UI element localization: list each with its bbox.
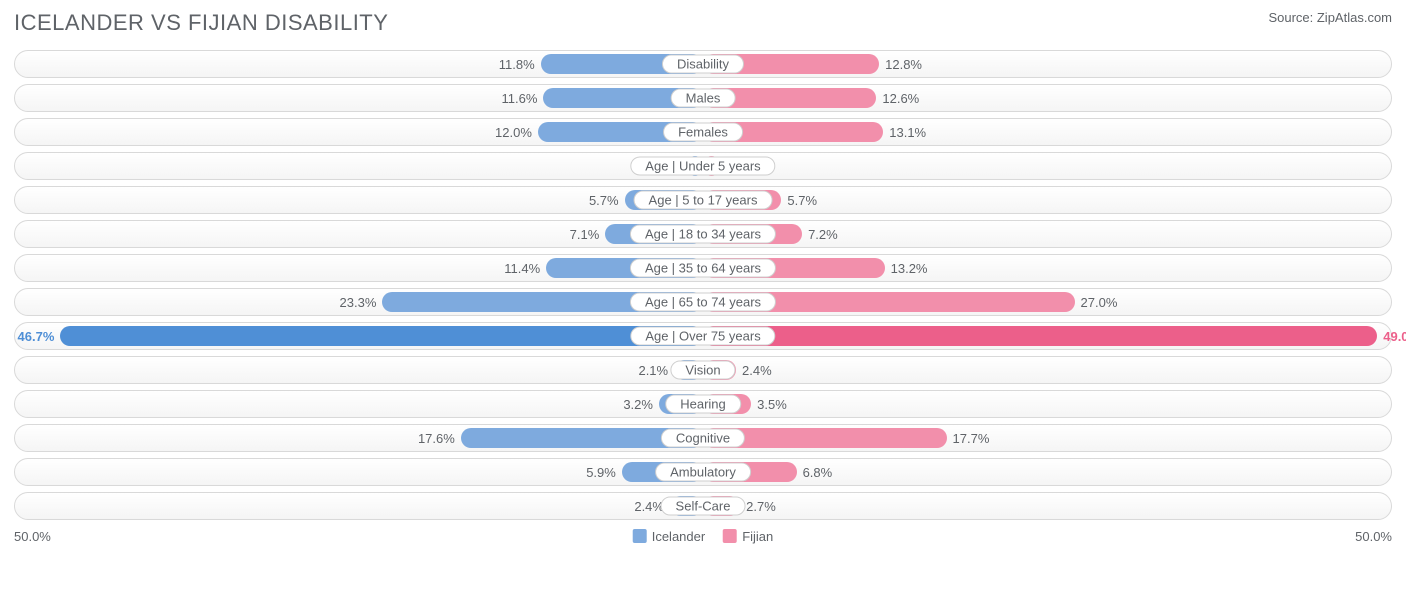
row-label: Cognitive	[661, 429, 745, 448]
value-right: 6.8%	[797, 462, 833, 482]
row-label: Age | 18 to 34 years	[630, 225, 776, 244]
chart-row: 1.2%1.2%Age | Under 5 years	[14, 152, 1392, 180]
legend-swatch-right	[723, 529, 737, 543]
value-right: 7.2%	[802, 224, 838, 244]
legend-item-left: Icelander	[633, 529, 705, 544]
chart-row: 11.6% 12.6% Males	[14, 84, 1392, 112]
chart-row: 5.7% 5.7% Age | 5 to 17 years	[14, 186, 1392, 214]
row-label: Males	[671, 89, 736, 108]
axis-max-left: 50.0%	[14, 529, 51, 544]
value-left: 23.3%	[340, 292, 383, 312]
legend: Icelander Fijian	[633, 529, 774, 544]
chart-row: 2.4%2.7%Self-Care	[14, 492, 1392, 520]
row-label: Age | 65 to 74 years	[630, 293, 776, 312]
value-right: 27.0%	[1075, 292, 1118, 312]
bar-left	[60, 326, 703, 346]
row-label: Vision	[670, 361, 735, 380]
chart-row: 11.4% 13.2% Age | 35 to 64 years	[14, 254, 1392, 282]
value-right: 2.7%	[740, 496, 776, 516]
chart-title: ICELANDER VS FIJIAN DISABILITY	[14, 10, 388, 36]
axis-max-right: 50.0%	[1355, 529, 1392, 544]
legend-swatch-left	[633, 529, 647, 543]
value-left: 2.1%	[638, 360, 674, 380]
chart-row: 5.9% 6.8% Ambulatory	[14, 458, 1392, 486]
value-right: 13.2%	[885, 258, 928, 278]
value-right: 12.6%	[876, 88, 919, 108]
row-label: Age | 5 to 17 years	[634, 191, 773, 210]
value-left: 11.4%	[504, 258, 546, 278]
chart-row: 7.1% 7.2% Age | 18 to 34 years	[14, 220, 1392, 248]
row-label: Age | 35 to 64 years	[630, 259, 776, 278]
value-left: 46.7%	[18, 326, 61, 346]
bar-right	[703, 326, 1377, 346]
row-label: Ambulatory	[655, 463, 751, 482]
value-left: 11.8%	[499, 54, 541, 74]
row-label: Age | Under 5 years	[630, 157, 775, 176]
chart-row: 23.3% 27.0% Age | 65 to 74 years	[14, 288, 1392, 316]
chart-rows: 11.8% 12.8% Disability 11.6% 12.6% Males 12.0%…	[14, 50, 1392, 520]
row-label: Females	[663, 123, 743, 142]
row-label: Disability	[662, 55, 744, 74]
chart-row: 17.6% 17.7% Cognitive	[14, 424, 1392, 452]
row-label: Age | Over 75 years	[630, 327, 775, 346]
value-left: 17.6%	[418, 428, 461, 448]
value-left: 3.2%	[623, 394, 659, 414]
value-right: 2.4%	[736, 360, 772, 380]
chart-footer: 50.0% Icelander Fijian 50.0%	[14, 526, 1392, 546]
chart-row: 3.2% 3.5% Hearing	[14, 390, 1392, 418]
value-right: 5.7%	[781, 190, 817, 210]
chart-row: 2.1% 2.4%Vision	[14, 356, 1392, 384]
value-right: 12.8%	[879, 54, 922, 74]
legend-item-right: Fijian	[723, 529, 773, 544]
legend-label-right: Fijian	[742, 529, 773, 544]
legend-label-left: Icelander	[652, 529, 705, 544]
chart-row: 46.7%49.0%Age | Over 75 years	[14, 322, 1392, 350]
chart-row: 11.8% 12.8% Disability	[14, 50, 1392, 78]
value-right: 13.1%	[883, 122, 926, 142]
value-right: 3.5%	[751, 394, 787, 414]
value-left: 5.7%	[589, 190, 625, 210]
value-left: 5.9%	[586, 462, 622, 482]
value-left: 11.6%	[501, 88, 543, 108]
value-right: 49.0%	[1377, 326, 1406, 346]
value-left: 7.1%	[570, 224, 606, 244]
value-left: 12.0%	[495, 122, 538, 142]
value-right: 17.7%	[947, 428, 990, 448]
chart-source: Source: ZipAtlas.com	[1268, 10, 1392, 25]
chart-row: 12.0% 13.1% Females	[14, 118, 1392, 146]
row-label: Self-Care	[661, 497, 746, 516]
row-label: Hearing	[665, 395, 741, 414]
